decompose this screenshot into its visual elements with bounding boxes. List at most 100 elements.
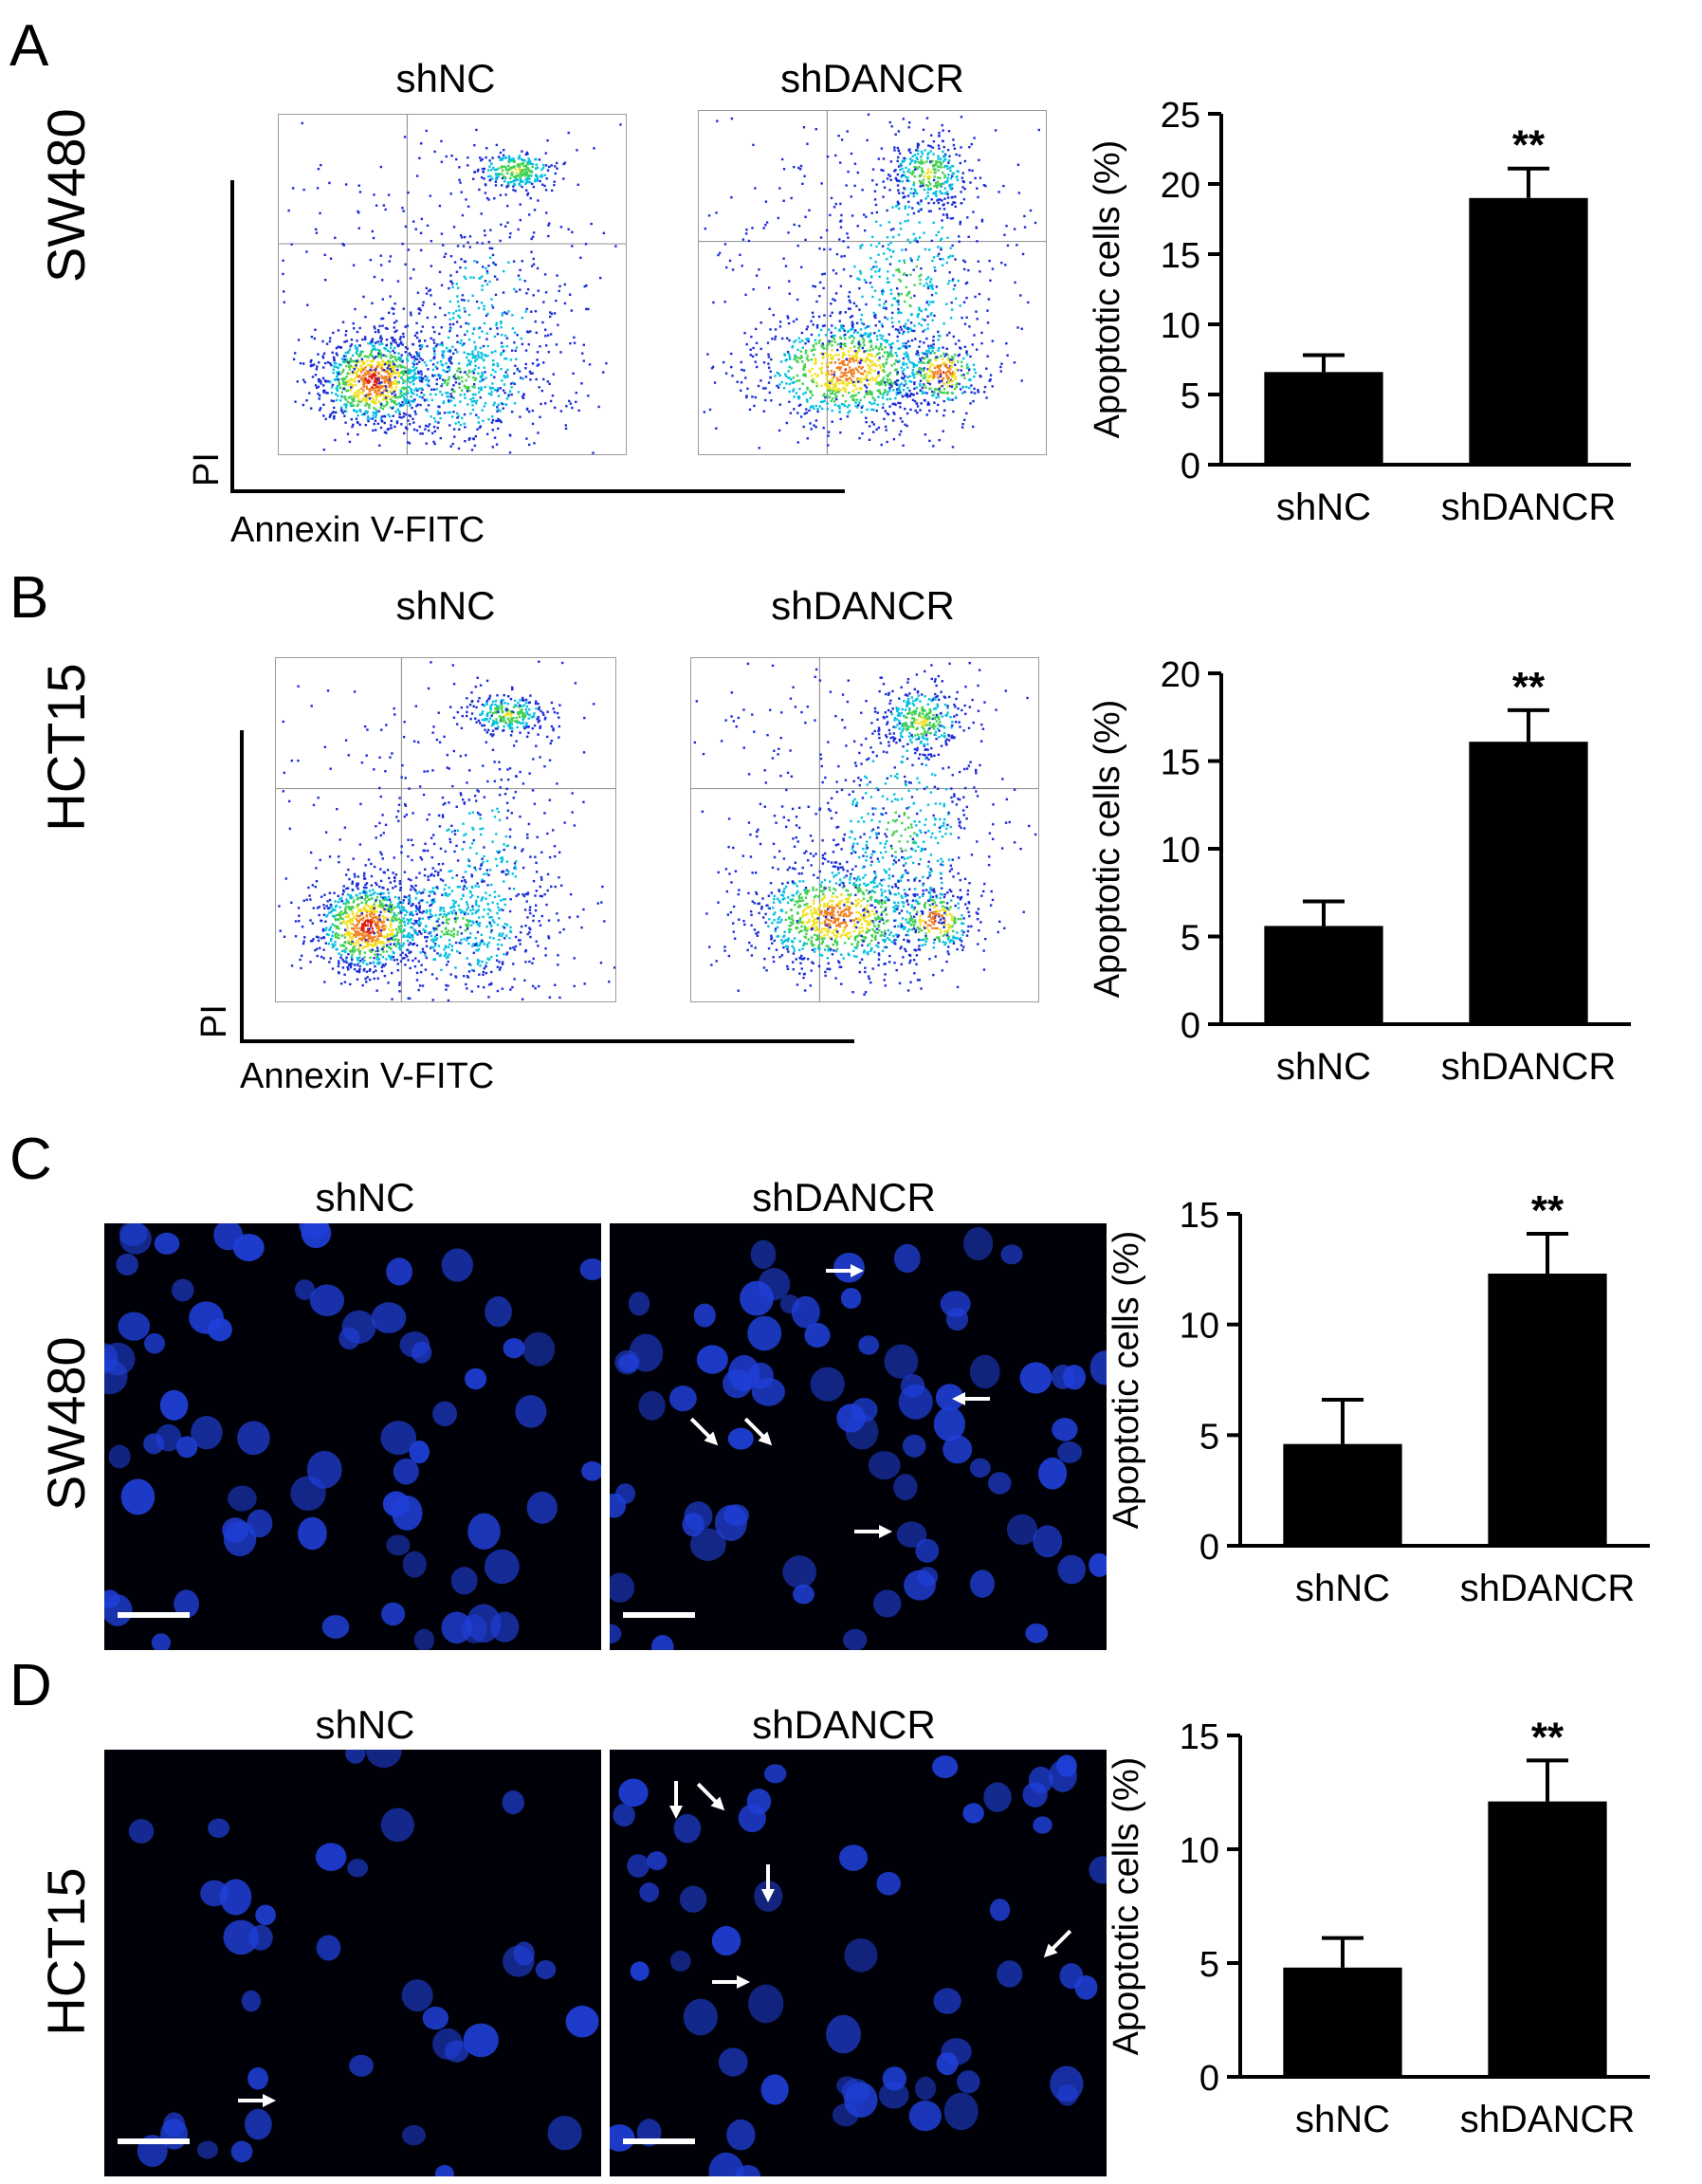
nucleus [915, 2076, 937, 2101]
flow-plot-a-shnc [278, 114, 627, 455]
nucleus [341, 1310, 376, 1344]
x-category-label: shDANCR [1460, 1568, 1635, 1609]
nucleus [696, 1345, 728, 1374]
nucleus [345, 1750, 366, 1764]
flow-plot-a-shdancr [698, 110, 1047, 455]
nucleus [639, 1881, 660, 1902]
x-category-label: shNC [1295, 1568, 1390, 1609]
nucleus [386, 1534, 411, 1556]
nucleus [638, 1390, 666, 1421]
nucleus [196, 2140, 218, 2159]
nucleus [294, 1279, 315, 1300]
nucleus [104, 1342, 136, 1376]
nucleus [154, 1232, 180, 1255]
cell-line-label-c: SW480 [36, 1336, 96, 1511]
nucleus [171, 1278, 194, 1302]
bar [1488, 1801, 1607, 2077]
panel-letter-d: D [9, 1653, 52, 1718]
group-title-a-shnc: shNC [395, 56, 496, 101]
nucleus [882, 2066, 907, 2091]
nucleus [380, 1421, 417, 1456]
nucleus [1033, 1525, 1063, 1558]
micrograph-c-shdancr [610, 1223, 1107, 1650]
nucleus [668, 1386, 697, 1412]
nucleus [581, 1460, 601, 1481]
nucleus [1074, 1974, 1098, 2000]
nucleus [381, 1602, 406, 1626]
bar-chart-b-svg: 0 5 10 15 20 shNC ** shDANCR Apoptotic cells (%) [1088, 655, 1631, 1088]
nucleus [1048, 1759, 1077, 1792]
nucleus [422, 2006, 449, 2030]
y-tick-label: 5 [1199, 1945, 1219, 1985]
nucleus [983, 1782, 1012, 1812]
bar-chart-a-svg: 0 5 10 15 20 25 shNC ** shDANCR Apoptotic cells (… [1088, 96, 1631, 528]
nucleus [547, 2116, 582, 2151]
x-category-label: shNC [1276, 1046, 1371, 1088]
nucleus [841, 2078, 870, 2104]
significance-marker: ** [1531, 1714, 1565, 1760]
nucleus [1057, 1441, 1083, 1463]
x-category-label: shDANCR [1460, 2099, 1635, 2140]
apoptosis-arrow-icon [854, 1525, 892, 1538]
nucleus [689, 1528, 726, 1561]
nucleus [896, 1521, 927, 1548]
nucleus [750, 1239, 777, 1270]
nucleus [932, 1755, 959, 1779]
nucleus [230, 2140, 253, 2163]
nucleus [779, 1294, 800, 1314]
flow-x-axis-b [240, 1039, 854, 1043]
y-tick-label: 0 [1199, 1528, 1219, 1568]
nucleus [200, 1880, 229, 1907]
nucleus [502, 1790, 524, 1815]
bar [1469, 197, 1588, 466]
flow-dots-b-shnc [276, 658, 615, 1001]
nucleus [213, 1223, 243, 1251]
nucleus [782, 1555, 817, 1589]
nucleus [876, 1871, 901, 1896]
nucleus [441, 1248, 474, 1282]
nucleus [1052, 1418, 1078, 1441]
nucleus [1006, 1514, 1038, 1546]
micrograph-c-shnc [104, 1223, 601, 1650]
micrograph-d-shnc-svg [118, 1750, 599, 2176]
nucleus [933, 1988, 961, 2014]
nucleus [726, 2119, 756, 2151]
nucleus [1022, 1782, 1048, 1808]
nucleus [463, 2023, 499, 2058]
nucleus [1038, 1457, 1068, 1490]
nucleus [1051, 1365, 1075, 1389]
nucleus [679, 1885, 707, 1913]
scale-bar [118, 2138, 190, 2144]
nucleus [628, 1292, 650, 1316]
nucleus [1089, 1350, 1107, 1386]
nucleus [683, 1998, 718, 2036]
flow-y-label-b: PI [194, 1004, 234, 1038]
y-tick-label: 10 [1180, 1307, 1219, 1347]
flow-y-label-a: PI [187, 452, 227, 486]
nucleus [727, 1427, 754, 1450]
nucleus [714, 1504, 747, 1542]
scale-bar [623, 2138, 695, 2144]
nucleus [241, 1990, 262, 2012]
nucleus [989, 1899, 1011, 1921]
x-category-label: shDANCR [1441, 486, 1616, 528]
bar-y-axis-label: Apoptotic cells (%) [1088, 700, 1127, 999]
nucleus [399, 1331, 430, 1358]
nucleus [969, 1458, 991, 1478]
nucleus [884, 1344, 919, 1379]
x-category-label: shNC [1295, 2099, 1390, 2140]
x-category-label: shNC [1276, 486, 1371, 528]
nucleus [962, 1803, 984, 1824]
cell-line-label-a: SW480 [36, 108, 96, 283]
nucleus [902, 1434, 926, 1458]
nucleus [503, 1338, 525, 1359]
nucleus [228, 1485, 257, 1512]
nucleus [718, 2047, 748, 2077]
nucleus [898, 1384, 933, 1420]
scale-bar [623, 1612, 695, 1618]
nucleus [708, 2152, 744, 2176]
bar-chart-c: 0 5 10 15 shNC ** shDANCR Apoptotic cells (%) [1100, 1176, 1669, 1650]
nucleus [893, 1243, 921, 1274]
nucleus [793, 1584, 814, 1605]
nucleus [840, 1287, 862, 1310]
